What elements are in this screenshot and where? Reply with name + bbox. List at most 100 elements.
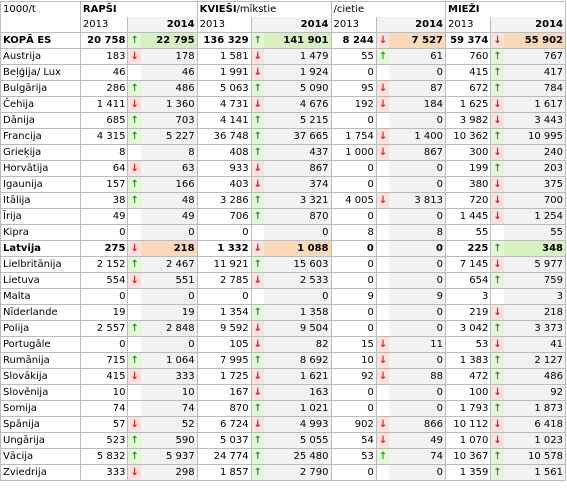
table-row: Igaunija 157 ↑ 166 403 ↓ 374 0 0 380 ↓ 375 — [0, 176, 566, 193]
table-row: Slovākija 415 ↓ 333 1 725 ↓ 1 621 92 ↓ 88 472 ↑ 486 — [0, 368, 566, 385]
value-2014: 2 467 — [140, 256, 198, 273]
value-2013: 760 — [444, 48, 492, 65]
value-2013: 1 991 — [196, 64, 252, 81]
value-2013: 1 445 — [444, 208, 492, 225]
value-2014: 5 055 — [264, 432, 332, 449]
country-cell: Zviedrija — [0, 464, 81, 481]
trend-arrow — [375, 384, 390, 401]
trend-arrow — [375, 288, 390, 305]
trend-arrow: ↓ — [250, 240, 265, 257]
value-2014: 1 088 — [264, 240, 332, 257]
trend-arrow: ↓ — [127, 240, 141, 257]
trend-arrow: ↓ — [250, 48, 265, 65]
value-2013: 0 — [79, 224, 129, 241]
value-2013: 715 — [79, 352, 129, 369]
trend-arrow: ↓ — [250, 160, 265, 177]
trend-arrow: ↑ — [250, 432, 265, 449]
value-2013: 55 — [444, 224, 492, 241]
value-2014: 184 — [389, 96, 447, 113]
value-2014: 333 — [140, 368, 198, 385]
value-2014: 9 504 — [264, 320, 332, 337]
value-2014: 866 — [389, 416, 447, 433]
country-cell: Horvātija — [0, 160, 81, 177]
trend-arrow: ↓ — [490, 336, 504, 353]
header-cell: /cietie — [330, 1, 446, 17]
value-2013: 100 — [444, 384, 492, 401]
value-2014: 1 021 — [264, 400, 332, 417]
trend-arrow — [375, 160, 390, 177]
value-2013: 105 — [196, 336, 252, 353]
value-2013: 19 — [79, 304, 129, 321]
trend-arrow: ↓ — [490, 304, 504, 321]
value-2014: 437 — [264, 144, 332, 161]
table-row: Austrija 183 ↓ 178 1 581 ↓ 1 479 55 ↑ 61 760 ↑ 767 — [0, 48, 566, 65]
value-2014: 348 — [503, 240, 566, 257]
value-2014: 3 321 — [264, 192, 332, 209]
trend-arrow: ↑ — [490, 80, 504, 97]
trend-arrow — [375, 320, 390, 337]
value-2013: 1 581 — [196, 48, 252, 65]
value-2013: 157 — [79, 176, 129, 193]
value-2013: 0 — [330, 208, 377, 225]
trend-arrow: ↑ — [375, 448, 390, 465]
value-2014: 2 848 — [140, 320, 198, 337]
value-2013: 54 — [330, 432, 377, 449]
trend-arrow: ↓ — [375, 128, 390, 145]
value-2013: 24 774 — [196, 448, 252, 465]
value-2013: 1 725 — [196, 368, 252, 385]
value-2014: 0 — [389, 320, 447, 337]
value-2014: 218 — [503, 304, 566, 321]
value-2014: 6 418 — [503, 416, 566, 433]
value-2014: 1 621 — [264, 368, 332, 385]
value-2014: 3 373 — [503, 320, 566, 337]
value-2014: 87 — [389, 80, 447, 97]
trend-arrow: ↓ — [375, 416, 390, 433]
trend-arrow — [375, 256, 390, 273]
value-2013: 6 724 — [196, 416, 252, 433]
value-2013: 9 592 — [196, 320, 252, 337]
value-2013: 0 — [330, 464, 377, 481]
value-2013: 10 — [79, 384, 129, 401]
value-2014: 10 — [140, 384, 198, 401]
value-2013: 53 — [444, 336, 492, 353]
table-row: Vācija 5 832 ↑ 5 937 24 774 ↑ 25 480 53 ↑ 74 10 36… — [0, 448, 566, 465]
table-row: Portugāle 0 0 105 ↓ 82 15 ↓ 11 53 ↓ 41 — [0, 336, 566, 353]
table-row: Beļģija/ Lux 46 46 1 991 ↓ 1 924 0 0 415 ↑ 417 — [0, 64, 566, 81]
value-2014: 551 — [140, 272, 198, 289]
value-2014: 374 — [264, 176, 332, 193]
value-2013: 10 362 — [444, 128, 492, 145]
trend-arrow — [127, 400, 141, 417]
value-2013: 3 982 — [444, 112, 492, 129]
value-2014: 4 993 — [264, 416, 332, 433]
value-2014: 52 — [140, 416, 198, 433]
trend-arrow: ↓ — [375, 80, 390, 97]
trend-arrow — [375, 304, 390, 321]
value-2014: 417 — [503, 64, 566, 81]
trend-arrow: ↓ — [490, 384, 504, 401]
value-2014: 0 — [389, 112, 447, 129]
year-gap — [127, 17, 141, 33]
value-2013: 870 — [196, 400, 252, 417]
table-row: Rumānija 715 ↑ 1 064 7 995 ↑ 8 692 10 ↓ 0 1 383 ↑ 2 … — [0, 352, 566, 369]
value-2014: 0 — [389, 160, 447, 177]
trend-arrow — [375, 464, 390, 481]
value-2013: 408 — [196, 144, 252, 161]
value-2013: 1 000 — [330, 144, 377, 161]
country-cell: KOPĀ ES — [0, 32, 81, 49]
year-label: 2013 — [196, 17, 252, 33]
value-2014: 63 — [140, 160, 198, 177]
country-cell: Slovākija — [0, 368, 81, 385]
value-2014: 10 995 — [503, 128, 566, 145]
country-cell: Spānija — [0, 416, 81, 433]
value-2013: 286 — [79, 80, 129, 97]
value-2013: 74 — [79, 400, 129, 417]
value-2013: 1 383 — [444, 352, 492, 369]
country-cell: Malta — [0, 288, 81, 305]
trend-arrow: ↑ — [250, 304, 265, 321]
trend-arrow — [127, 288, 141, 305]
table-row: Francija 4 315 ↑ 5 227 36 748 ↑ 37 665 1 754 ↓ 1 … — [0, 128, 566, 145]
trend-arrow: ↑ — [250, 464, 265, 481]
trend-arrow — [490, 288, 504, 305]
value-2013: 0 — [330, 64, 377, 81]
trend-arrow: ↓ — [490, 432, 504, 449]
